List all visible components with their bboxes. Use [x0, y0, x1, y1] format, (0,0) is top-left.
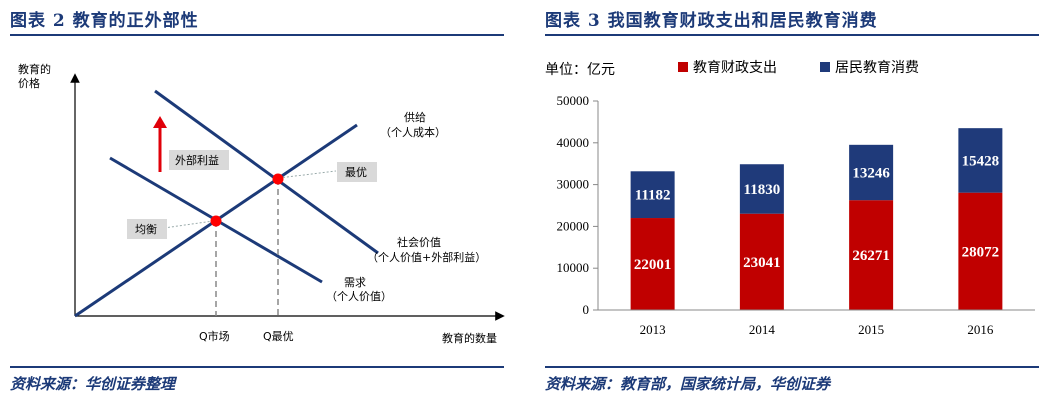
- bar-label-2013-0: 22001: [634, 257, 672, 273]
- x-tick-label-2: 2015: [858, 322, 884, 337]
- y-tick-label-5: 50000: [557, 93, 590, 108]
- equilibrium-box-text: 均衡: [135, 223, 157, 236]
- q-market-label: Q市场: [199, 329, 230, 343]
- equilibrium-point: [211, 216, 222, 227]
- demand-label-line1: 需求: [344, 276, 366, 289]
- bar-label-2014-0: 23041: [743, 255, 781, 271]
- y-tick-label-1: 10000: [557, 260, 590, 275]
- x-tick-label-3: 2016: [967, 322, 994, 337]
- right-title: 图表 3 我国教育财政支出和居民教育消费: [545, 6, 878, 31]
- y-tick-label-0: 0: [583, 302, 590, 317]
- x-axis-label: 教育的数量: [442, 331, 497, 345]
- x-tick-label-1: 2014: [749, 322, 776, 337]
- right-title-rule: [545, 34, 1039, 36]
- left-panel: 图表 2 教育的正外部性 教育的 价格 教育的数量 外部利益: [0, 0, 512, 401]
- bar-label-2013-1: 11182: [635, 188, 671, 204]
- bar-label-2015-0: 26271: [852, 248, 890, 264]
- y-tick-label-4: 40000: [557, 135, 590, 150]
- legend-label-1: 居民教育消费: [835, 60, 919, 76]
- bars: 22001 11182 23041 11830 26271 13246 28072 15428: [631, 128, 1003, 310]
- y-tick-label-2: 20000: [557, 218, 590, 233]
- externality-box-text: 外部利益: [175, 153, 219, 167]
- legend-swatch-0: [678, 62, 688, 72]
- left-title-rule: [10, 34, 504, 36]
- stacked-bar-chart: 单位：亿元 教育财政支出 居民教育消费 0 10000 20000 30000 40000…: [535, 40, 1047, 360]
- bar-label-2016-1: 15428: [962, 153, 1000, 169]
- right-panel: 图表 3 我国教育财政支出和居民教育消费 单位：亿元 教育财政支出 居民教育消费 …: [535, 0, 1047, 401]
- legend-label-0: 教育财政支出: [693, 60, 777, 76]
- supply-label-line2: （个人成本）: [380, 125, 446, 139]
- externality-diagram: 教育的 价格 教育的数量 外部利益 最优 均衡 供给 （个人成本） 社会价值 （…: [0, 40, 512, 360]
- social-label-line2: （个人价值+外部利益）: [367, 250, 486, 264]
- y-tick-label-3: 30000: [557, 177, 590, 192]
- legend-swatch-1: [820, 62, 830, 72]
- left-source: 资料来源：华创证券整理: [10, 373, 175, 394]
- demand-label-line2: （个人价值）: [326, 290, 392, 303]
- optimal-point: [273, 174, 284, 185]
- optimal-box-text: 最优: [345, 166, 367, 179]
- bar-label-2016-0: 28072: [962, 244, 1000, 260]
- y-axis-label-line1: 教育的: [18, 62, 51, 76]
- left-source-rule: [10, 366, 504, 368]
- right-source-rule: [545, 366, 1039, 368]
- x-axis: 2013 2014 2015 2016: [598, 310, 1035, 337]
- legend: 教育财政支出 居民教育消费: [678, 60, 919, 76]
- supply-label-line1: 供给: [404, 110, 426, 124]
- social-label-line1: 社会价值: [397, 235, 441, 249]
- y-axis: 0 10000 20000 30000 40000 50000: [557, 93, 599, 317]
- q-optimal-label: Q最优: [263, 330, 294, 343]
- right-source: 资料来源：教育部，国家统计局，华创证券: [545, 373, 830, 394]
- left-title: 图表 2 教育的正外部性: [10, 6, 199, 31]
- y-axis-label-line2: 价格: [18, 76, 40, 90]
- x-tick-label-0: 2013: [640, 322, 666, 337]
- bar-label-2015-1: 13246: [852, 166, 890, 182]
- unit-label: 单位：亿元: [545, 62, 615, 78]
- bar-label-2014-1: 11830: [744, 182, 781, 198]
- externality-arrow-head: [153, 116, 167, 128]
